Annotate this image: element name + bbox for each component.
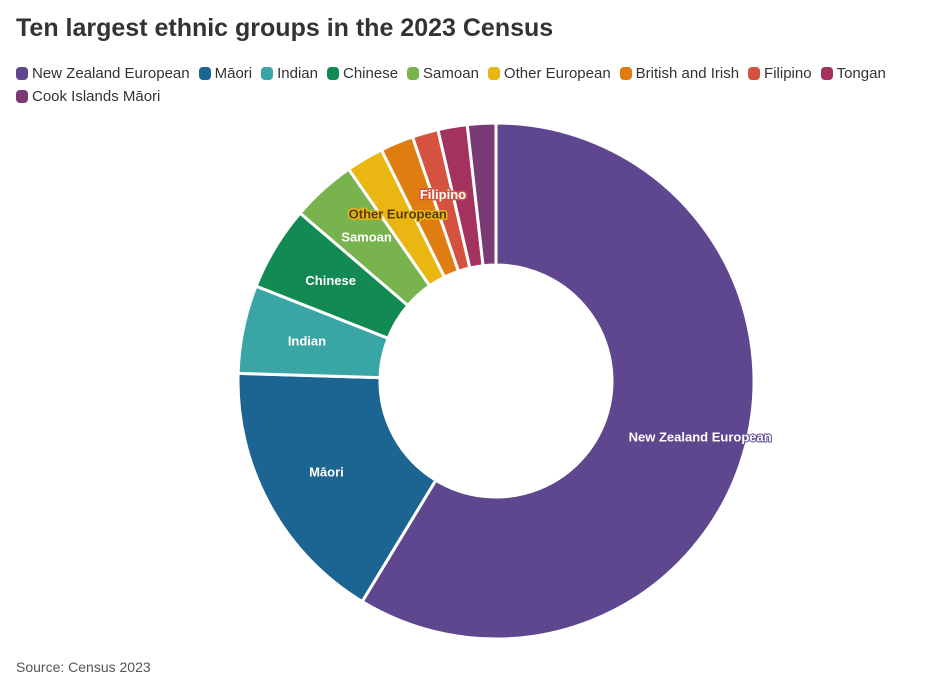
legend-swatch: [619, 67, 632, 80]
slice-new-zealand-european[interactable]: [360, 121, 756, 641]
legend-swatch: [16, 67, 28, 80]
source-note: Source: Census 2023: [16, 659, 151, 675]
legend-label: British and Irish: [635, 65, 740, 82]
legend-label: Cook Islands Māori: [32, 88, 161, 105]
slice-label-filipino: Filipino: [420, 187, 466, 202]
legend-swatch: [16, 90, 28, 103]
slice-label-maori: Māori: [309, 465, 344, 480]
legend-item-filipino[interactable]: Filipino: [748, 64, 812, 83]
legend-swatch: [487, 67, 500, 80]
legend-item-cook-islands-maori[interactable]: Cook Islands Māori: [16, 87, 160, 106]
legend-label: Māori: [214, 65, 253, 82]
legend-item-other-european[interactable]: Other European: [487, 64, 611, 83]
slice-label-new-zealand-european: New Zealand European: [629, 430, 772, 445]
chart-legend: New Zealand European Māori Indian Chinese Sa…: [16, 64, 921, 106]
legend-swatch: [407, 67, 420, 80]
legend-swatch: [820, 67, 833, 80]
slice-label-other-european: Other European: [349, 206, 447, 221]
slice-label-chinese: Chinese: [305, 273, 356, 288]
legend-label: New Zealand European: [32, 65, 190, 82]
slice-cook-islands-maori[interactable]: [465, 121, 498, 268]
slice-label-samoan: Samoan: [341, 229, 392, 244]
legend-label: Chinese: [343, 65, 399, 82]
slice-maori[interactable]: [236, 371, 438, 604]
legend-item-maori[interactable]: Māori: [198, 64, 253, 83]
slice-label-indian: Indian: [288, 334, 326, 349]
legend-swatch: [261, 67, 274, 80]
legend-item-new-zealand-european[interactable]: New Zealand European: [16, 64, 190, 83]
legend-label: Tongan: [836, 65, 886, 82]
legend-item-indian[interactable]: Indian: [261, 64, 318, 83]
legend-label: Other European: [503, 65, 611, 82]
legend-item-chinese[interactable]: Chinese: [327, 64, 398, 83]
legend-label: Samoan: [423, 65, 479, 82]
legend-swatch: [198, 67, 211, 80]
legend-item-samoan[interactable]: Samoan: [407, 64, 479, 83]
legend-label: Filipino: [764, 65, 812, 82]
legend-swatch: [327, 67, 339, 80]
legend-item-british-and-irish[interactable]: British and Irish: [619, 64, 740, 83]
legend-label: Indian: [277, 65, 318, 82]
donut-chart: New Zealand European Māori Indian Chinese Sa…: [236, 121, 773, 641]
legend-item-tongan[interactable]: Tongan: [820, 64, 886, 83]
chart-title: Ten largest ethnic groups in the 2023 Ce…: [16, 14, 554, 42]
legend-swatch: [748, 67, 761, 80]
